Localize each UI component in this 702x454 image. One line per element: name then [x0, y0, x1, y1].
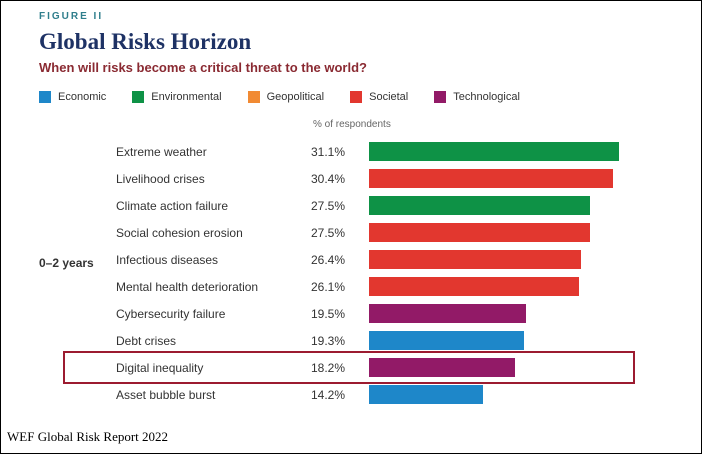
legend-label: Geopolitical — [266, 91, 325, 103]
group-label: 0–2 years — [39, 255, 94, 270]
risk-value: 18.2% — [311, 360, 346, 375]
legend-item-environmental: Environmental — [132, 91, 222, 103]
bar-row: Extreme weather 31.1% — [116, 138, 619, 165]
risk-label: Mental health deterioration — [116, 279, 259, 294]
legend-swatch-icon — [132, 91, 145, 103]
legend-label: Economic — [58, 91, 107, 103]
risk-label: Climate action failure — [116, 198, 229, 213]
legend-swatch-icon — [434, 91, 447, 103]
risk-value: 26.1% — [311, 279, 346, 294]
bar-track — [369, 196, 619, 215]
bar-track — [369, 250, 619, 269]
bar-rows: Extreme weather 31.1% Livelihood crises 30.… — [63, 138, 635, 408]
time-horizon-gutter: 0–2 years — [39, 117, 116, 408]
legend-swatch-icon — [247, 91, 260, 103]
bar-track — [369, 223, 619, 242]
bar — [369, 385, 484, 404]
bar-row: Mental health deterioration 26.1% — [116, 273, 619, 300]
bar — [369, 250, 582, 269]
bar — [369, 169, 614, 188]
legend-swatch-icon — [350, 91, 363, 103]
risk-value: 19.3% — [311, 333, 346, 348]
legend-label: Societal — [369, 91, 409, 103]
risk-value: 14.2% — [311, 387, 346, 402]
bar-track — [369, 277, 619, 296]
legend-label: Technological — [453, 91, 520, 103]
risk-value: 27.5% — [311, 225, 346, 240]
bar-row: Livelihood crises 30.4% — [116, 165, 619, 192]
risk-label: Debt crises — [116, 333, 177, 348]
bar-chart: % of respondents Extreme weather 31.1% Liv… — [63, 117, 635, 408]
legend-label: Environmental — [151, 91, 222, 103]
bar — [369, 331, 525, 350]
bar-track — [369, 358, 619, 377]
risk-label: Asset bubble burst — [116, 387, 216, 402]
bar-track — [369, 385, 619, 404]
legend-item-economic: Economic — [39, 91, 106, 103]
legend-item-technological: Technological — [434, 91, 520, 103]
bar — [369, 304, 526, 323]
legend-item-geopolitical: Geopolitical — [247, 91, 325, 103]
bar-row: Asset bubble burst 14.2% — [116, 381, 619, 408]
risk-label: Social cohesion erosion — [116, 225, 243, 240]
bar-row: Cybersecurity failure 19.5% — [116, 300, 619, 327]
bar-row: Digital inequality 18.2% — [63, 351, 635, 384]
risk-label: Infectious diseases — [116, 252, 219, 267]
bar-track — [369, 169, 619, 188]
chart-area: 0–2 years % of respondents Extreme weath… — [39, 117, 671, 408]
risk-label: Cybersecurity failure — [116, 306, 226, 321]
page-title: Global Risks Horizon — [39, 29, 252, 54]
legend-item-societal: Societal — [350, 91, 408, 103]
bar-row: Debt crises 19.3% — [116, 327, 619, 354]
figure-label: FIGURE II — [39, 11, 104, 22]
bar — [369, 277, 579, 296]
bar — [369, 223, 591, 242]
chart-subtitle: When will risks become a critical threat… — [39, 60, 367, 75]
bar — [369, 142, 619, 161]
risk-label: Livelihood crises — [116, 171, 205, 186]
axis-note: % of respondents — [313, 119, 391, 130]
risk-value: 30.4% — [311, 171, 346, 186]
bar-track — [369, 304, 619, 323]
bar-row: Infectious diseases 26.4% — [116, 246, 619, 273]
bar-row: Climate action failure 27.5% — [116, 192, 619, 219]
bar-row: Social cohesion erosion 27.5% — [116, 219, 619, 246]
risk-value: 19.5% — [311, 306, 346, 321]
risk-value: 26.4% — [311, 252, 346, 267]
risk-label: Digital inequality — [116, 360, 204, 375]
legend: Economic Environmental Geopolitical Societa… — [39, 91, 671, 103]
legend-swatch-icon — [39, 91, 51, 103]
risk-value: 31.1% — [311, 144, 346, 159]
risk-label: Extreme weather — [116, 144, 207, 159]
bar-track — [369, 142, 619, 161]
risk-value: 27.5% — [311, 198, 346, 213]
bar — [369, 358, 516, 377]
bar — [369, 196, 591, 215]
bar-track — [369, 331, 619, 350]
source-citation: WEF Global Risk Report 2022 — [7, 429, 169, 444]
